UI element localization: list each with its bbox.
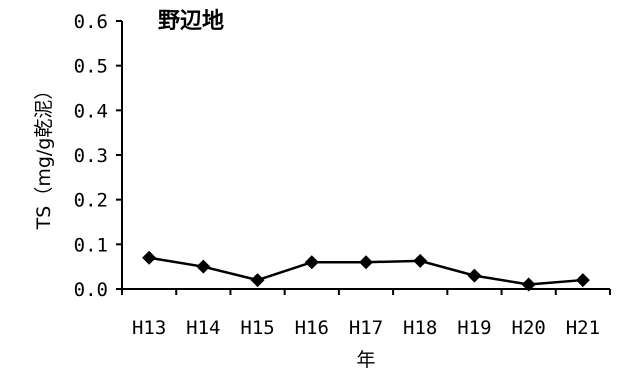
data-point [413, 253, 428, 268]
data-point [575, 273, 590, 288]
x-tick-label: H21 [566, 317, 600, 339]
x-ticks: H13 H14 H15 H16 H17 H18 H19 H20 H21 [121, 289, 611, 339]
data-point [250, 273, 265, 288]
y-ticks: 0.0 0.1 0.2 0.3 0.4 0.5 0.6 [74, 11, 122, 301]
data-point [196, 259, 211, 274]
data-point [304, 255, 319, 270]
y-tick-label: 0.1 [74, 234, 108, 256]
y-tick-label: 0.5 [74, 56, 108, 78]
y-tick-label: 0.4 [74, 100, 108, 122]
axes [121, 21, 610, 290]
x-tick-label: H13 [132, 317, 166, 339]
x-tick-label: H14 [186, 317, 220, 339]
data-point [521, 277, 536, 292]
x-tick-label: H20 [512, 317, 546, 339]
y-axis-label: TS（mg/g乾泥） [33, 81, 55, 231]
y-tick-label: 0.6 [74, 11, 108, 33]
chart-title: 野辺地 [158, 9, 224, 34]
y-tick-label: 0.0 [74, 279, 108, 301]
x-tick-label: H19 [457, 317, 491, 339]
series [142, 250, 590, 292]
data-point [359, 255, 373, 270]
data-point [142, 250, 157, 265]
x-tick-label: H17 [349, 317, 383, 339]
data-point [467, 268, 482, 283]
x-tick-label: H18 [403, 317, 437, 339]
x-tick-label: H15 [240, 317, 274, 339]
x-axis-label: 年 [356, 349, 375, 371]
y-tick-label: 0.2 [74, 190, 108, 212]
x-tick-label: H16 [295, 317, 329, 339]
y-tick-label: 0.3 [74, 145, 108, 167]
